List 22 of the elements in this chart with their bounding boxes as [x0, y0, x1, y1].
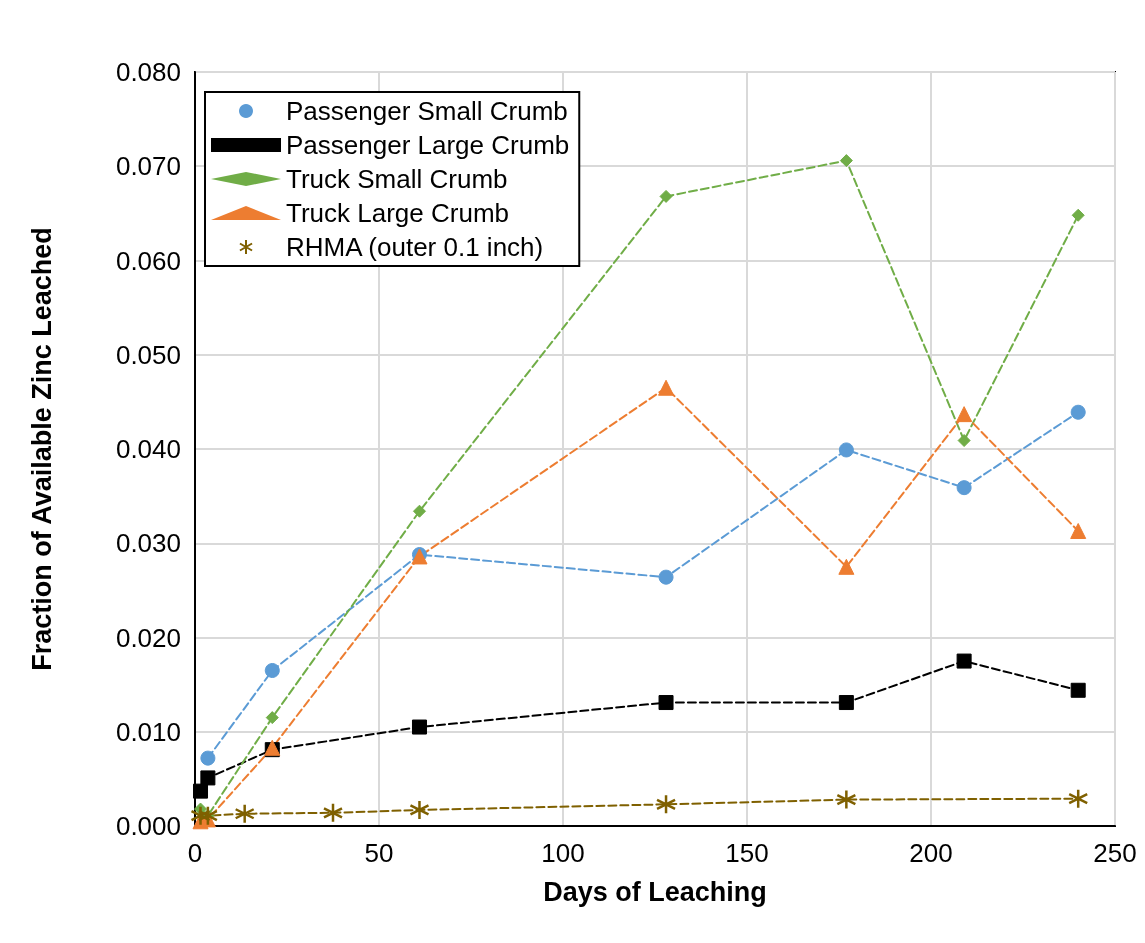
legend-label: Truck Large Crumb	[286, 198, 509, 228]
legend-label: Truck Small Crumb	[286, 164, 508, 194]
x-axis-title: Days of Leaching	[543, 876, 767, 907]
y-tick-label: 0.020	[115, 622, 181, 653]
x-tick-label: 100	[541, 838, 585, 868]
y-tick-label: 0.040	[115, 434, 181, 464]
legend-label: RHMA (outer 0.1 inch)	[286, 232, 544, 262]
y-axis-title: Fraction of Available Zinc Leached	[26, 227, 57, 671]
y-tick-label: 0.080	[115, 57, 181, 87]
x-tick-label: 250	[1093, 838, 1137, 868]
y-tick-label: 0.010	[115, 716, 181, 747]
y-tick-label: 0.030	[115, 528, 181, 559]
x-tick-label: 50	[364, 838, 394, 868]
x-tick-label: 200	[909, 838, 953, 868]
y-tick-label: 0.050	[115, 339, 181, 370]
x-tick-label: 150	[725, 838, 769, 868]
x-tick-label: 0	[187, 838, 203, 868]
y-tick-label: 0.060	[115, 245, 181, 276]
legend-label: Passenger Small Crumb	[286, 96, 568, 126]
y-tick-label: 0.070	[115, 151, 181, 182]
y-tick-label: 0.000	[115, 811, 181, 841]
legend-label: Passenger Large Crumb	[286, 130, 570, 160]
